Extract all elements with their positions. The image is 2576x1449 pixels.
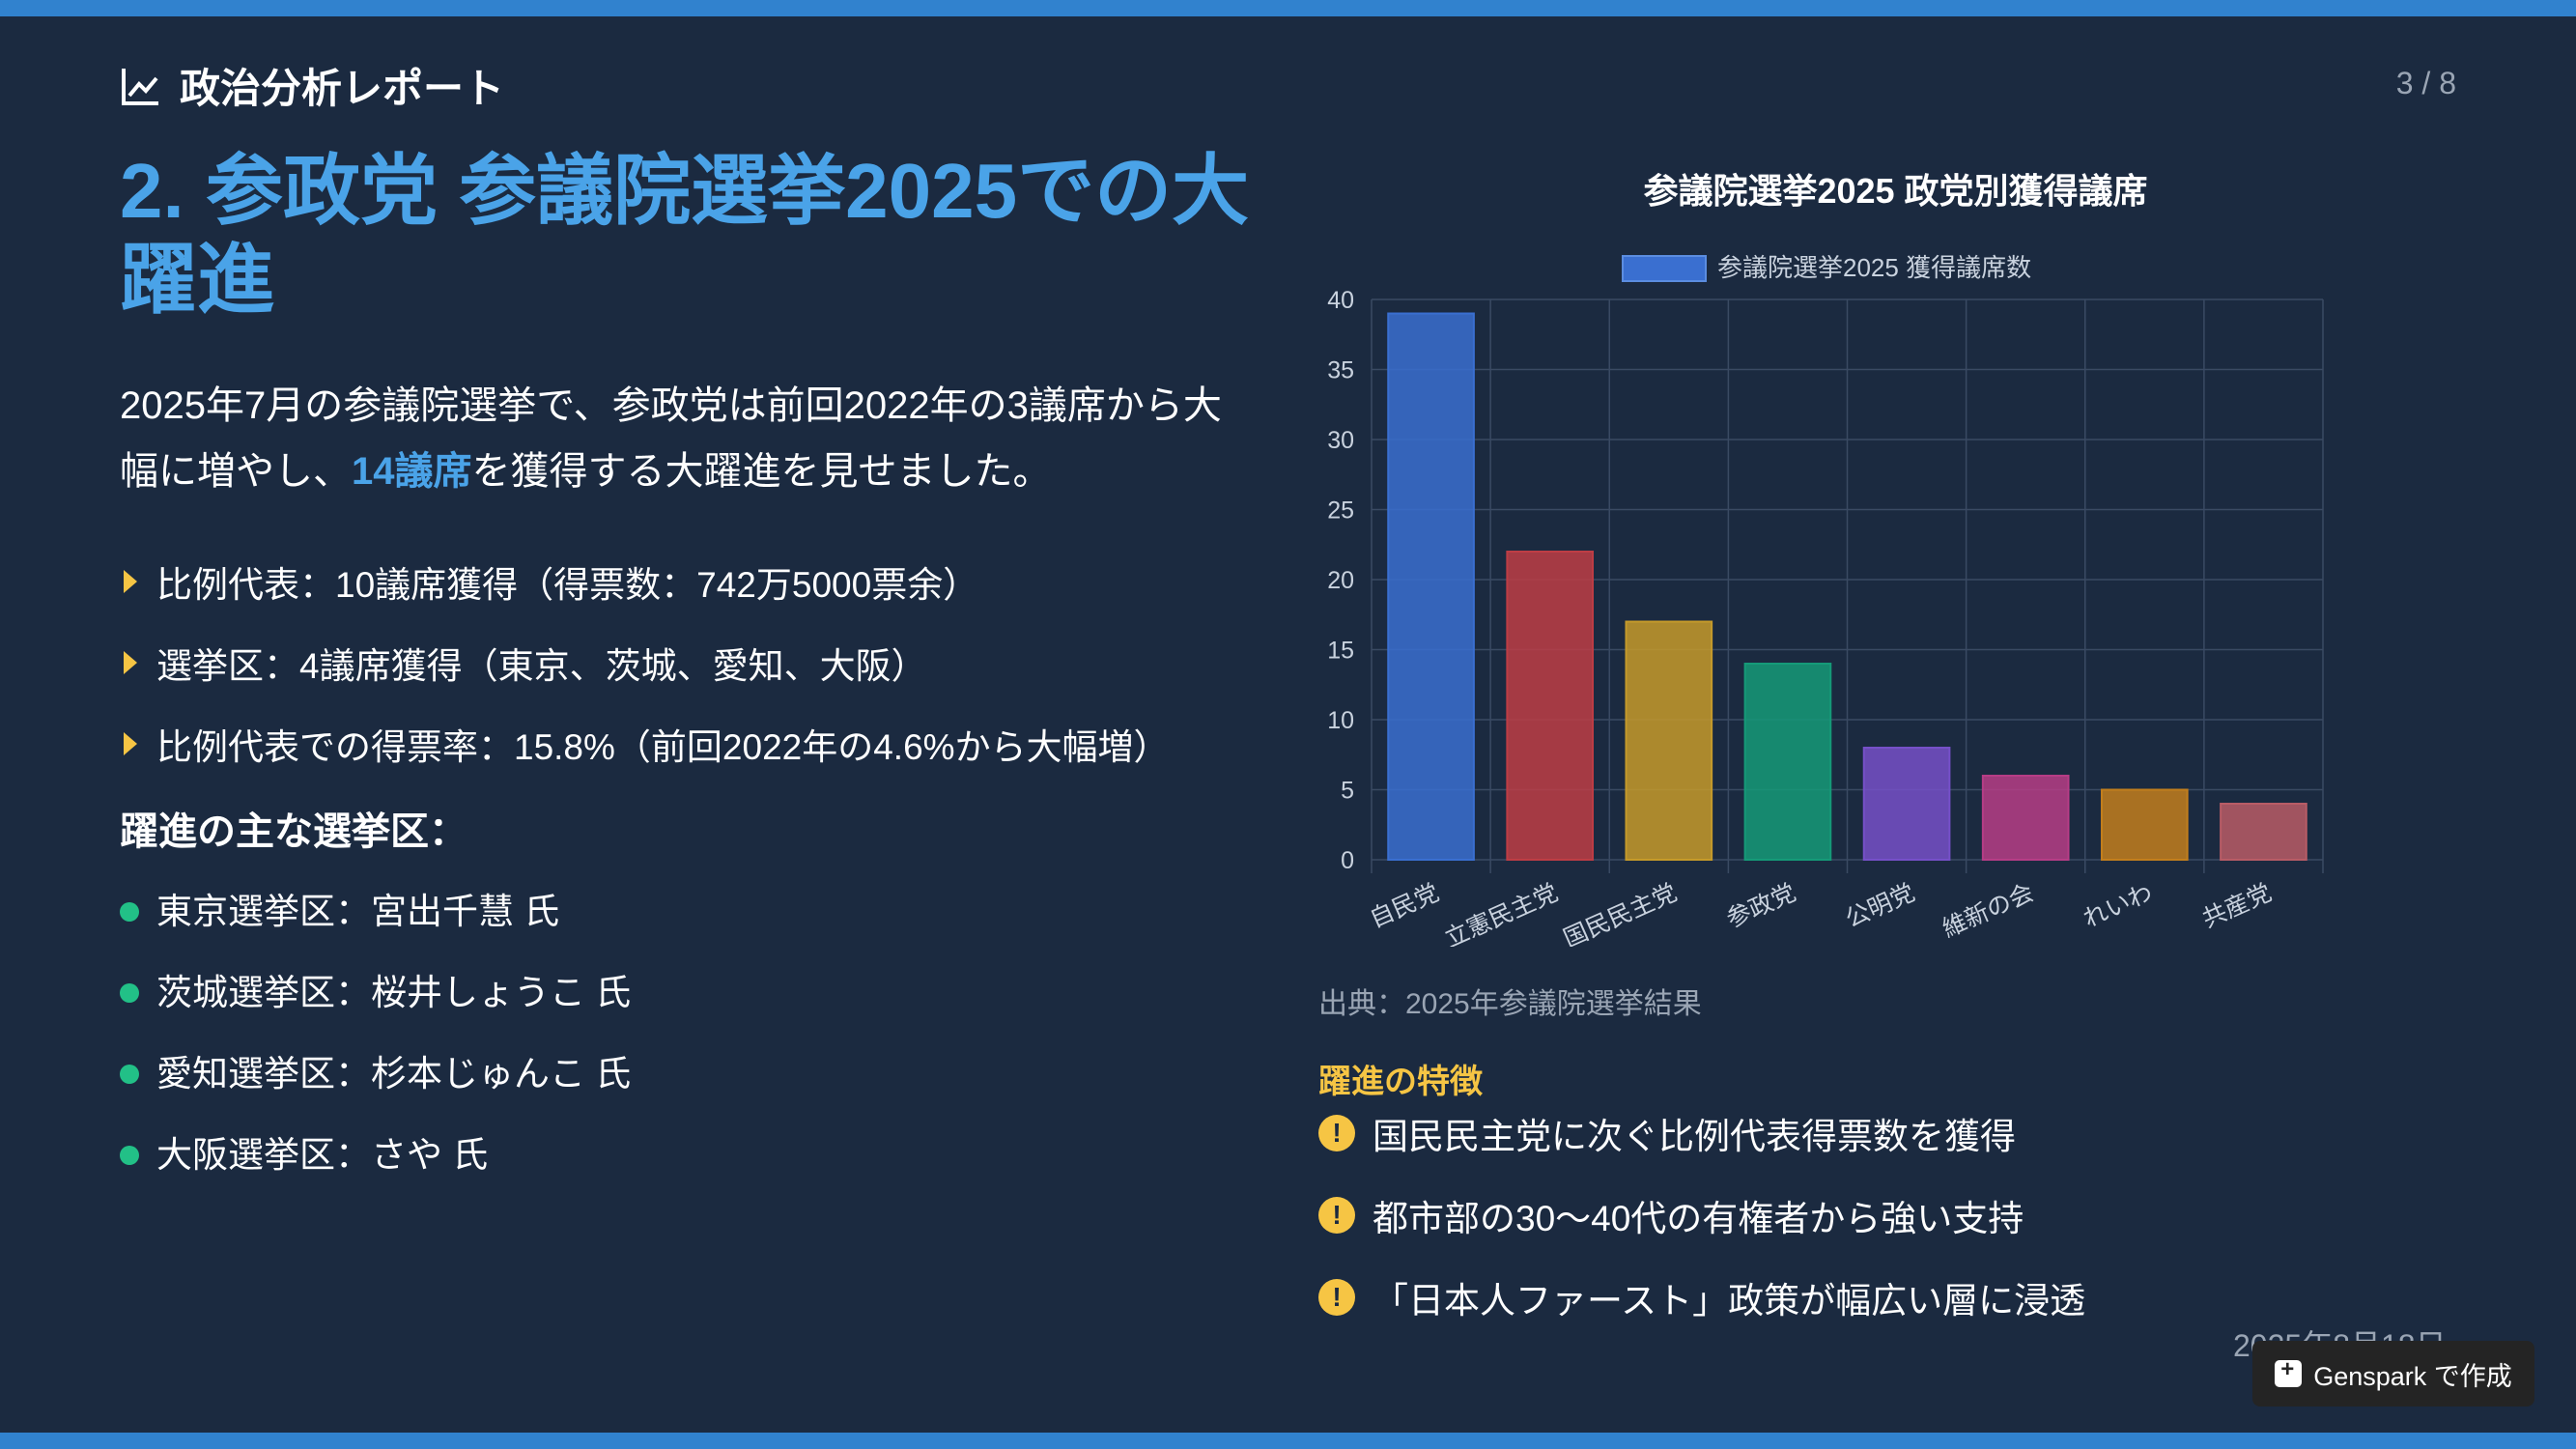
chart-source: 出典：2025年参議院選挙結果 xyxy=(1318,988,1702,1020)
district-item: 茨城選挙区：桜井しょうこ 氏 xyxy=(120,949,1279,1030)
y-tick-label: 35 xyxy=(1327,357,1354,384)
caret-right-icon xyxy=(124,732,137,755)
bullet-text: 比例代表での得票率：15.8%（前回2022年の4.6%から大幅増） xyxy=(156,727,1170,767)
x-tick-label: れいわ xyxy=(2080,879,2157,933)
bar-維新の会 xyxy=(1981,775,2070,861)
intro-text-end: を獲得する大躍進を見せました。 xyxy=(471,450,1052,493)
exclamation-icon: ! xyxy=(1318,1278,1355,1316)
y-tick-label: 20 xyxy=(1327,567,1354,594)
feature-text: 都市部の30〜40代の有権者から強い支持 xyxy=(1373,1198,2024,1238)
district-item: 愛知選挙区：杉本じゅんこ 氏 xyxy=(120,1030,1279,1111)
bottom-accent-bar xyxy=(0,1433,2576,1449)
x-tick-label: 国民民主党 xyxy=(1560,879,1682,947)
bar-参政党 xyxy=(1743,663,1832,861)
bar-国民民主党 xyxy=(1625,620,1713,861)
bar-自民党 xyxy=(1387,312,1475,861)
y-tick-label: 5 xyxy=(1341,778,1354,805)
bullet-dot-icon xyxy=(120,1065,139,1084)
x-tick-label: 参政党 xyxy=(1722,879,1799,933)
bullet-item: 比例代表：10議席獲得（得票数：742万5000票余） xyxy=(120,541,1279,622)
feature-text: 国民民主党に次ぐ比例代表得票数を獲得 xyxy=(1373,1116,2016,1156)
feature-item: ! 都市部の30〜40代の有権者から強い支持 xyxy=(1318,1174,2381,1256)
exclamation-icon: ! xyxy=(1318,1114,1355,1151)
bullet-dot-icon xyxy=(120,983,139,1003)
caret-right-icon xyxy=(124,570,137,593)
feature-list: ! 国民民主党に次ぐ比例代表得票数を獲得 ! 都市部の30〜40代の有権者から強い支… xyxy=(1318,1092,2381,1338)
y-tick-label: 40 xyxy=(1327,287,1354,314)
bar-れいわ xyxy=(2100,788,2189,861)
bullet-dot-icon xyxy=(120,902,139,922)
district-text: 愛知選挙区：杉本じゅんこ 氏 xyxy=(156,1054,632,1094)
y-tick-label: 15 xyxy=(1327,638,1354,665)
district-text: 東京選挙区：宮出千慧 氏 xyxy=(156,892,560,931)
header: 政治分析レポート xyxy=(120,56,504,115)
bar-共産党 xyxy=(2220,803,2307,861)
features-heading: 躍進の特徴 xyxy=(1318,1064,1483,1100)
district-item: 大阪選挙区：さや 氏 xyxy=(120,1111,1279,1192)
districts-heading: 躍進の主な選挙区： xyxy=(120,810,467,853)
legend-label: 参議院選挙2025 獲得議席数 xyxy=(1717,253,2031,282)
district-item: 東京選挙区：宮出千慧 氏 xyxy=(120,867,1279,949)
district-text: 茨城選挙区：桜井しょうこ 氏 xyxy=(156,973,632,1012)
feature-text: 「日本人ファースト」政策が幅広い層に浸透 xyxy=(1373,1280,2086,1321)
feature-item: ! 国民民主党に次ぐ比例代表得票数を獲得 xyxy=(1318,1092,2381,1174)
y-tick-label: 25 xyxy=(1327,497,1354,525)
badge-label: Genspark で作成 xyxy=(2313,1361,2512,1391)
intro-paragraph: 2025年7月の参議院選挙で、参政党は前回2022年の3議席から大幅に増やし、1… xyxy=(120,373,1260,504)
y-tick-label: 10 xyxy=(1327,707,1354,734)
bullet-text: 選挙区：4議席獲得（東京、茨城、愛知、大阪） xyxy=(156,646,927,686)
caret-right-icon xyxy=(124,651,137,674)
x-tick-label: 共産党 xyxy=(2198,879,2276,933)
top-accent-bar xyxy=(0,0,2576,16)
y-tick-label: 0 xyxy=(1341,847,1354,874)
genspark-badge[interactable]: Genspark で作成 xyxy=(2252,1341,2534,1406)
result-bullets: 比例代表：10議席獲得（得票数：742万5000票余） 選挙区：4議席獲得（東京… xyxy=(120,541,1279,784)
page-title: 2. 参政党 参議院選挙2025での大躍進 xyxy=(120,148,1250,323)
x-tick-label: 自民党 xyxy=(1366,879,1443,933)
seat-chart: 参議院選挙2025 政党別獲得議席参議院選挙2025 獲得議席数 0 5 10 15 20… xyxy=(1304,145,2511,947)
district-text: 大阪選挙区：さや 氏 xyxy=(156,1135,489,1175)
page-number: 3 / 8 xyxy=(2395,66,2456,100)
bullet-item: 選挙区：4議席獲得（東京、茨城、愛知、大阪） xyxy=(120,622,1279,703)
bullet-item: 比例代表での得票率：15.8%（前回2022年の4.6%から大幅増） xyxy=(120,703,1279,784)
bullet-text: 比例代表：10議席獲得（得票数：742万5000票余） xyxy=(156,565,979,605)
bar-公明党 xyxy=(1862,747,1951,861)
intro-highlight: 14議席 xyxy=(352,450,472,493)
exclamation-icon: ! xyxy=(1318,1196,1355,1234)
chart-title: 参議院選挙2025 政党別獲得議席 xyxy=(1643,171,2147,211)
chart-line-icon xyxy=(122,68,158,105)
x-tick-label: 公明党 xyxy=(1842,879,1919,933)
genspark-logo-icon xyxy=(2275,1356,2303,1387)
x-tick-label: 立憲民主党 xyxy=(1441,879,1563,947)
legend-swatch xyxy=(1622,255,1707,282)
x-tick-label: 維新の会 xyxy=(1939,879,2038,943)
bar-立憲民主党 xyxy=(1506,551,1595,861)
district-list: 東京選挙区：宮出千慧 氏 茨城選挙区：桜井しょうこ 氏 愛知選挙区：杉本じゅんこ… xyxy=(120,867,1279,1192)
report-title: 政治分析レポート xyxy=(180,66,505,111)
feature-item: ! 「日本人ファースト」政策が幅広い層に浸透 xyxy=(1318,1256,2381,1338)
intro-text-start: 2025年7月の参議院選挙で、参政党は前回2022年の3議席から大幅に増やし、 xyxy=(120,384,1222,493)
y-tick-label: 30 xyxy=(1327,427,1354,454)
bullet-dot-icon xyxy=(120,1146,139,1165)
